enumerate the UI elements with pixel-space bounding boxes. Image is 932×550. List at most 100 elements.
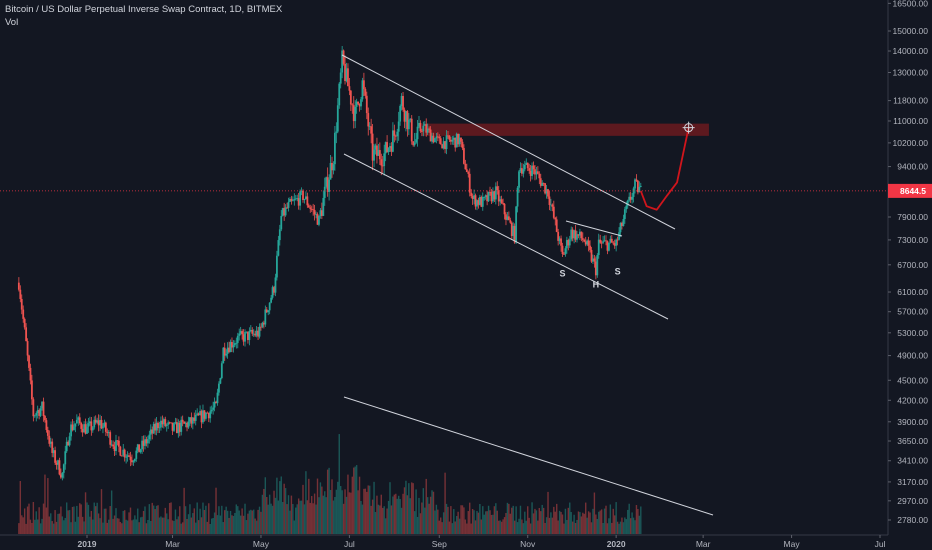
projection-path[interactable]: [639, 127, 690, 211]
volume-legend-label[interactable]: Vol: [5, 17, 19, 28]
candle-body: [499, 199, 502, 202]
candle-body: [399, 106, 402, 122]
candle-body: [219, 378, 222, 384]
candle-body: [35, 413, 38, 416]
volume-bar: [253, 509, 255, 534]
price-tick-label: 4500.00: [897, 375, 928, 385]
candle-body: [554, 217, 557, 220]
candle-body: [262, 322, 265, 325]
candle-body: [336, 105, 339, 132]
candle-body: [523, 164, 526, 170]
volume-bar: [592, 508, 594, 534]
candle-body: [616, 239, 619, 241]
volume-bar: [503, 517, 506, 534]
volume-bar: [403, 487, 406, 534]
candle-body: [545, 189, 548, 194]
candle-body: [487, 191, 490, 202]
candle-body: [502, 202, 504, 204]
volume-bar: [340, 486, 342, 534]
volume-bar: [498, 520, 500, 534]
candle-body: [119, 446, 122, 456]
volume-bar: [135, 519, 137, 534]
candle-body: [609, 238, 612, 243]
candle-body: [146, 439, 149, 444]
volume-bar: [319, 482, 322, 534]
volume-bar: [83, 521, 85, 534]
candle-body: [335, 131, 338, 133]
volume-bar: [263, 488, 265, 534]
volume-bar: [335, 489, 338, 534]
volume-bar: [250, 509, 252, 534]
candle-body: [581, 238, 584, 240]
candle-body: [241, 331, 244, 335]
candle-body: [434, 138, 436, 143]
price-tick-label: 2970.00: [897, 496, 928, 506]
price-tick-label: 13000.00: [893, 68, 929, 78]
candle-body: [274, 277, 277, 293]
candle-body: [216, 392, 219, 404]
neckline-trendline[interactable]: [565, 220, 623, 237]
candle-body: [548, 196, 551, 205]
candle-body: [265, 309, 268, 313]
volume-bar: [622, 522, 625, 534]
volume-bar: [205, 505, 207, 534]
price-tick-label: 3410.00: [897, 456, 928, 466]
candle-body: [328, 179, 331, 192]
volume-trendline[interactable]: [343, 396, 714, 516]
volume-bar: [363, 488, 365, 534]
volume-bar: [438, 520, 440, 534]
candle-body: [593, 258, 596, 262]
candle-body: [22, 309, 25, 319]
channel-lower-trendline[interactable]: [343, 153, 669, 320]
candle-body: [415, 139, 417, 143]
candle-body: [70, 424, 72, 437]
volume-bar: [219, 515, 222, 534]
candle-body: [260, 326, 262, 328]
volume-bar: [428, 503, 430, 534]
candle-body: [481, 196, 484, 207]
resistance-zone[interactable]: [421, 123, 709, 136]
candle-body: [87, 423, 90, 427]
price-tick-label: 6700.00: [897, 260, 928, 270]
channel-upper-trendline[interactable]: [341, 54, 676, 230]
candle-body: [80, 423, 83, 429]
candle-body: [351, 104, 354, 106]
volume-bar: [566, 519, 568, 534]
candle-body: [178, 422, 181, 432]
candle-body: [360, 99, 362, 107]
volume-bar: [76, 505, 78, 534]
candle-body: [254, 333, 257, 336]
target-marker-icon[interactable]: [682, 121, 695, 134]
drawing-layer[interactable]: S H S: [341, 54, 714, 516]
volume-bar: [469, 502, 471, 534]
volume-bar: [615, 502, 617, 534]
price-axis[interactable]: 16500.00 15000.00 14000.00 13000.00 11800.00…: [887, 0, 929, 535]
candle-body: [322, 197, 325, 216]
candle-body: [405, 111, 407, 122]
volume-bar: [141, 516, 143, 534]
symbol-title[interactable]: Bitcoin / US Dollar Perpetual Inverse Sw…: [5, 4, 283, 15]
volume-bar: [67, 510, 69, 534]
candle-body: [78, 417, 81, 424]
candle-body: [112, 444, 114, 447]
candle-body: [242, 334, 245, 342]
volume-bar: [305, 471, 307, 534]
volume-bar: [199, 508, 201, 534]
candle-body: [171, 422, 174, 431]
volume-bar: [460, 505, 462, 534]
candle-body: [215, 401, 217, 404]
time-axis[interactable]: 2019 Mar May Jul Sep Nov 2020 Mar May Jul: [0, 534, 888, 549]
candle-body: [618, 232, 620, 240]
volume-bar: [92, 519, 94, 534]
candle-body: [26, 341, 29, 356]
volume-bar: [621, 517, 623, 534]
candle-body: [542, 182, 545, 184]
volume-bar: [511, 507, 513, 534]
candle-body: [199, 411, 201, 416]
candle-body: [36, 410, 39, 414]
resistance-zone-layer[interactable]: [421, 123, 709, 136]
volume-bar: [624, 517, 626, 534]
volume-bar: [276, 477, 278, 534]
candle-body: [300, 190, 303, 192]
